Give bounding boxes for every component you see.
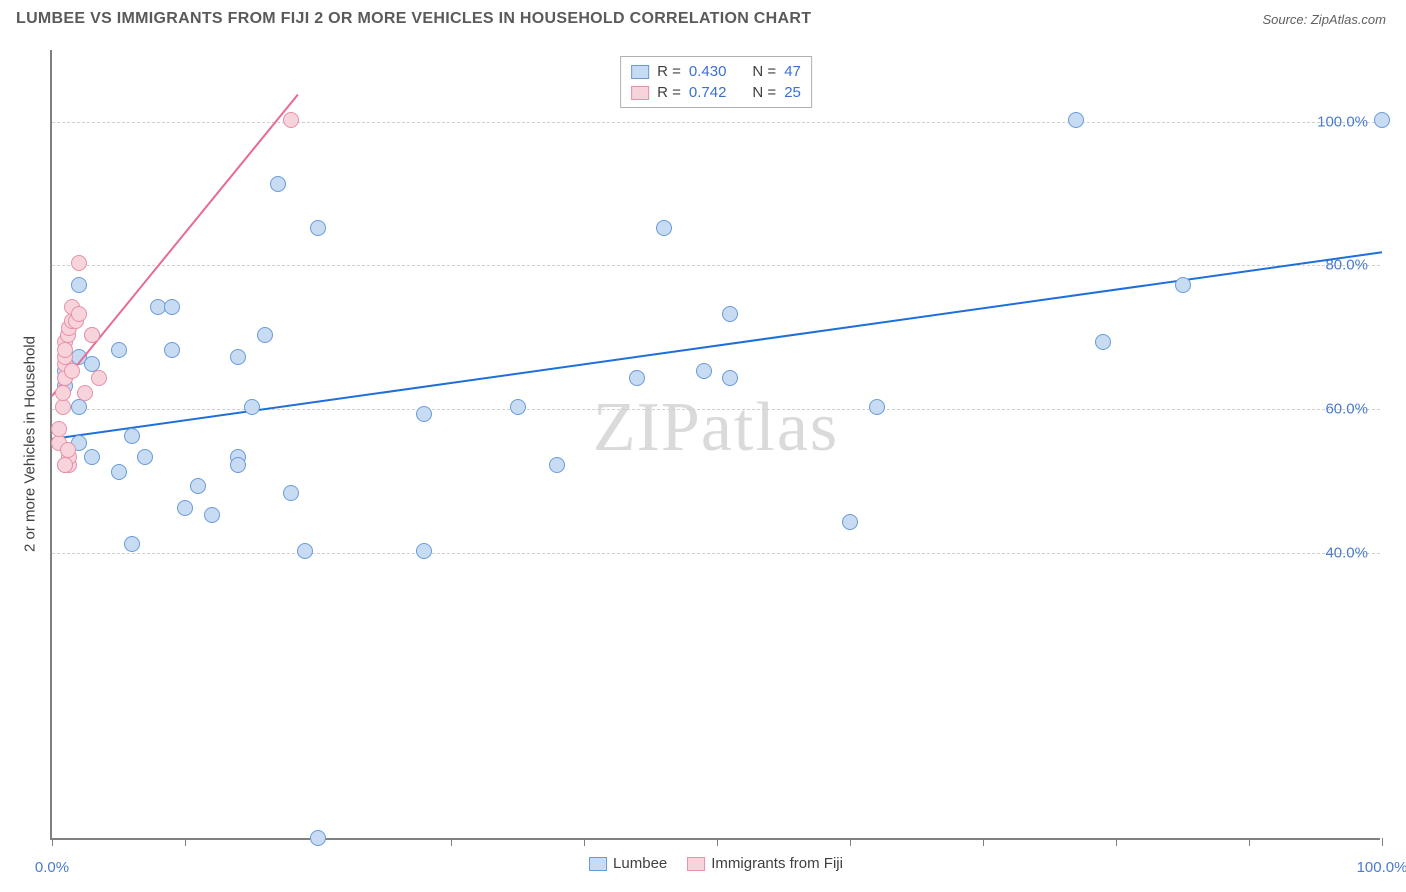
y-axis-label: 2 or more Vehicles in Household: [22, 336, 39, 552]
n-value: 25: [784, 84, 801, 101]
data-point: [77, 385, 93, 401]
r-value: 0.742: [689, 84, 727, 101]
series-legend: Lumbee Immigrants from Fiji: [589, 855, 843, 872]
data-point: [230, 349, 246, 365]
x-tick-label: 0.0%: [35, 859, 69, 876]
x-tick: [1249, 838, 1250, 846]
gridline: [52, 265, 1380, 266]
data-point: [696, 363, 712, 379]
data-point: [257, 327, 273, 343]
legend-swatch: [631, 86, 649, 100]
data-point: [57, 342, 73, 358]
x-tick: [983, 838, 984, 846]
data-point: [55, 399, 71, 415]
data-point: [869, 399, 885, 415]
data-point: [416, 406, 432, 422]
data-point: [1374, 112, 1390, 128]
data-point: [270, 176, 286, 192]
chart-title: LUMBEE VS IMMIGRANTS FROM FIJI 2 OR MORE…: [16, 10, 811, 28]
legend-swatch: [687, 857, 705, 871]
data-point: [177, 500, 193, 516]
data-point: [91, 370, 107, 386]
data-point: [1068, 112, 1084, 128]
data-point: [510, 399, 526, 415]
data-point: [629, 370, 645, 386]
data-point: [190, 478, 206, 494]
r-label: R =: [657, 84, 681, 101]
data-point: [51, 421, 67, 437]
n-label: N =: [752, 84, 776, 101]
data-point: [244, 399, 260, 415]
data-point: [722, 370, 738, 386]
chart-plot-area: 2 or more Vehicles in Household ZIPatlas…: [50, 50, 1380, 840]
legend-item: Immigrants from Fiji: [687, 855, 843, 872]
data-point: [71, 399, 87, 415]
data-point: [1095, 334, 1111, 350]
data-point: [722, 306, 738, 322]
data-point: [71, 255, 87, 271]
data-point: [164, 342, 180, 358]
data-point: [842, 514, 858, 530]
data-point: [230, 457, 246, 473]
data-point: [124, 428, 140, 444]
data-point: [549, 457, 565, 473]
stats-row: R = 0.430 N = 47: [631, 61, 801, 82]
y-tick-label: 60.0%: [1325, 401, 1368, 418]
x-tick: [1382, 838, 1383, 846]
data-point: [71, 306, 87, 322]
data-point: [1175, 277, 1191, 293]
correlation-stats-box: R = 0.430 N = 47 R = 0.742 N = 25: [620, 56, 812, 108]
data-point: [60, 442, 76, 458]
stats-row: R = 0.742 N = 25: [631, 82, 801, 103]
data-point: [64, 363, 80, 379]
data-point: [124, 536, 140, 552]
data-point: [137, 449, 153, 465]
data-point: [57, 457, 73, 473]
x-tick-label: 100.0%: [1357, 859, 1406, 876]
x-tick: [52, 838, 53, 846]
x-tick: [185, 838, 186, 846]
y-tick-label: 100.0%: [1317, 113, 1368, 130]
data-point: [310, 220, 326, 236]
gridline: [52, 122, 1380, 123]
data-point: [111, 342, 127, 358]
gridline: [52, 553, 1380, 554]
x-tick: [717, 838, 718, 846]
data-point: [283, 485, 299, 501]
legend-label: Immigrants from Fiji: [711, 855, 843, 872]
data-point: [656, 220, 672, 236]
legend-swatch: [589, 857, 607, 871]
x-tick: [451, 838, 452, 846]
legend-swatch: [631, 65, 649, 79]
r-label: R =: [657, 63, 681, 80]
source-attribution: Source: ZipAtlas.com: [1262, 12, 1386, 27]
data-point: [111, 464, 127, 480]
data-point: [204, 507, 220, 523]
legend-item: Lumbee: [589, 855, 667, 872]
data-point: [164, 299, 180, 315]
x-tick: [850, 838, 851, 846]
data-point: [55, 385, 71, 401]
data-point: [297, 543, 313, 559]
data-point: [84, 449, 100, 465]
data-point: [71, 277, 87, 293]
n-label: N =: [752, 63, 776, 80]
r-value: 0.430: [689, 63, 727, 80]
data-point: [84, 327, 100, 343]
x-tick: [1116, 838, 1117, 846]
data-point: [310, 830, 326, 846]
x-tick: [584, 838, 585, 846]
legend-label: Lumbee: [613, 855, 667, 872]
data-point: [283, 112, 299, 128]
data-point: [416, 543, 432, 559]
n-value: 47: [784, 63, 801, 80]
y-tick-label: 40.0%: [1325, 544, 1368, 561]
